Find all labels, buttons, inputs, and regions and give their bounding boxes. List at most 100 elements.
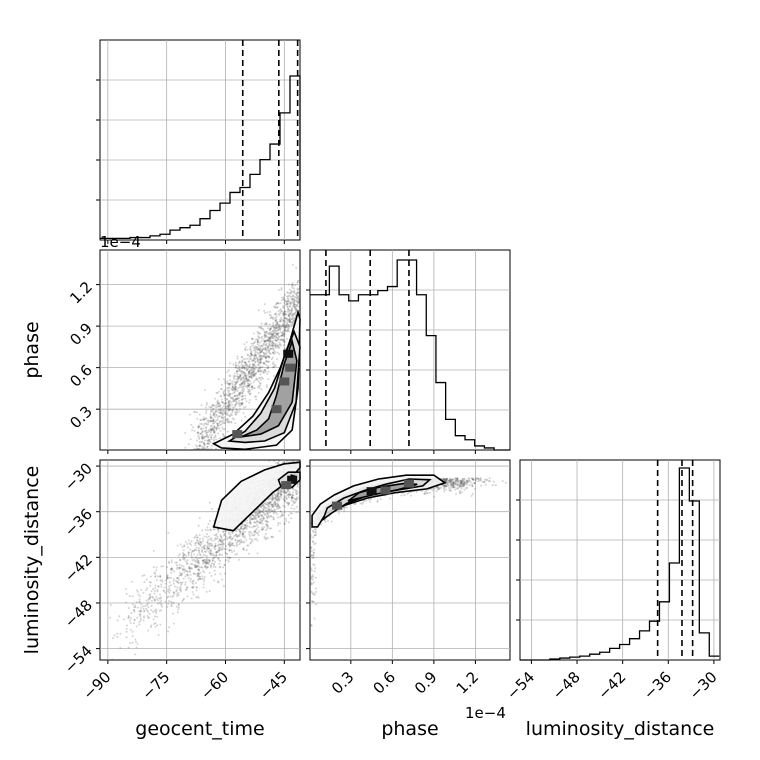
scatter-point — [219, 403, 222, 406]
scatter-point — [266, 346, 269, 349]
scatter-point — [249, 358, 252, 361]
scatter-point — [276, 461, 279, 464]
histogram-phase — [310, 259, 510, 451]
scatter-point — [203, 565, 206, 568]
scatter-point — [219, 535, 222, 538]
scatter-point — [257, 339, 260, 342]
scatter-point — [315, 534, 318, 537]
scatter-point — [137, 593, 140, 596]
scatter-point — [155, 569, 158, 572]
scatter-point — [238, 383, 241, 386]
scatter-point — [131, 635, 134, 638]
scatter-point — [362, 501, 365, 504]
scatter-point — [234, 366, 237, 369]
scatter-point — [295, 296, 298, 299]
scatter-point — [269, 331, 272, 334]
scatter-point — [370, 497, 373, 500]
scatter-point — [221, 401, 224, 404]
scatter-point — [211, 554, 214, 557]
scatter-point — [230, 409, 233, 412]
scatter-point — [241, 532, 244, 535]
scatter-point — [276, 302, 279, 305]
scatter-point — [206, 526, 209, 529]
scatter-point — [276, 339, 279, 342]
scatter-point — [459, 481, 462, 484]
scatter-point — [257, 336, 260, 339]
scatter-point — [203, 422, 206, 425]
scatter-point — [252, 373, 255, 376]
scatter-point — [197, 448, 200, 451]
scatter-point — [274, 461, 277, 464]
scatter-point — [265, 384, 268, 387]
scatter-point — [196, 564, 199, 567]
scatter-point — [247, 390, 250, 393]
scatter-point — [199, 575, 202, 578]
scatter-point — [191, 549, 194, 552]
scatter-point — [282, 304, 285, 307]
scatter-point — [297, 279, 300, 282]
scatter-point — [236, 396, 239, 399]
scatter-point — [218, 409, 221, 412]
scatter-point — [262, 509, 265, 512]
scatter-point — [160, 585, 163, 588]
scatter-point — [285, 326, 288, 329]
scatter-point — [313, 528, 316, 531]
scatter-point — [220, 383, 223, 386]
scatter-point — [446, 483, 449, 486]
scatter-point — [271, 516, 274, 519]
scatter-point — [298, 495, 301, 498]
scatter-point — [236, 370, 239, 373]
scatter-point — [298, 300, 301, 303]
scatter-point — [263, 339, 266, 342]
scatter-point — [242, 385, 245, 388]
scatter-point — [243, 527, 246, 530]
scatter-point — [197, 448, 200, 451]
scatter-point — [265, 350, 268, 353]
scatter-point — [207, 535, 210, 538]
scatter-point — [235, 545, 238, 548]
scatter-point — [287, 320, 290, 323]
scatter-point — [227, 409, 230, 412]
scatter-point — [474, 478, 477, 481]
scatter-point — [275, 324, 278, 327]
scatter-point — [290, 299, 293, 302]
scatter-point — [247, 378, 250, 381]
scatter-point — [252, 332, 255, 335]
scatter-point — [209, 431, 212, 434]
scatter-point — [277, 324, 280, 327]
scatter-point — [309, 534, 312, 537]
scatter-point — [291, 302, 294, 305]
scatter-point — [210, 542, 213, 545]
scatter-point — [262, 504, 265, 507]
scatter-point — [259, 511, 262, 514]
scatter-point — [188, 542, 191, 545]
scatter-point — [248, 392, 251, 395]
scatter-point — [415, 491, 418, 494]
scatter-point — [294, 303, 297, 306]
scatter-point — [219, 437, 222, 440]
scatter-point — [454, 482, 457, 485]
scatter-point — [238, 410, 241, 413]
scatter-point — [263, 355, 266, 358]
scatter-point — [227, 386, 230, 389]
scatter-point — [252, 359, 255, 362]
scatter-point — [279, 319, 282, 322]
scatter-point — [239, 374, 242, 377]
scatter-point — [257, 380, 260, 383]
scatter-point — [205, 402, 208, 405]
scatter-point — [219, 423, 222, 426]
scatter-point — [186, 595, 189, 598]
scatter-point — [309, 556, 312, 559]
scatter-point — [205, 548, 208, 551]
scatter-point — [244, 525, 247, 528]
scatter-point — [147, 606, 150, 609]
scatter-point — [444, 484, 447, 487]
scatter-point — [294, 311, 297, 314]
scatter-point — [297, 301, 300, 304]
scatter-point — [134, 653, 137, 656]
scatter-point — [246, 357, 249, 360]
scatter-point — [246, 353, 249, 356]
scatter-point — [201, 430, 204, 433]
scatter-point — [293, 305, 296, 308]
scatter-point — [194, 573, 197, 576]
